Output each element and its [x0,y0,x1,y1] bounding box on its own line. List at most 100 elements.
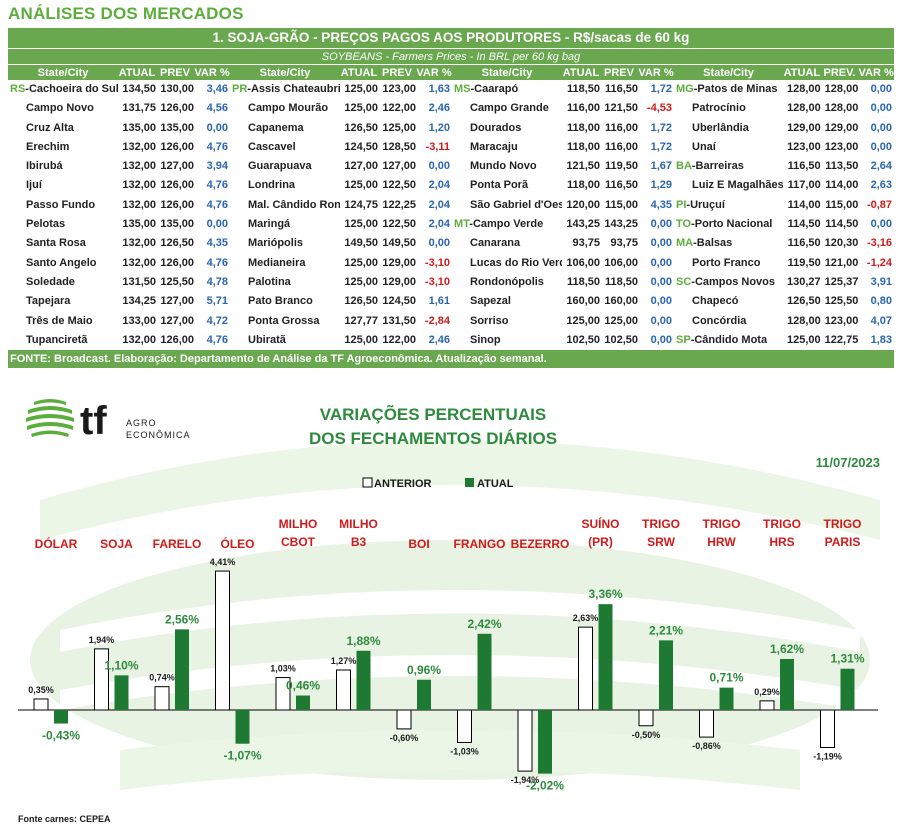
atual-price-cell: 102,50 [566,333,600,346]
city-cell: Mariópolis [230,234,340,253]
prev-price-cell: 115,00 [604,198,638,211]
data-label-anterior: 0,74% [149,673,175,683]
atual-price-cell: 125,00 [344,256,378,269]
variation-cell: 0,00 [206,121,228,134]
atual-price-cell: 118,00 [566,179,600,192]
city-name: Medianeira [248,256,306,269]
city-cell: Santo Angelo [8,254,118,273]
category-label-line: DÓLAR [35,536,78,551]
city-name: Tapejara [26,295,71,308]
prev-price-cell: 120,30 [824,237,859,250]
variation-cell: -3,10 [424,275,450,288]
city-cell: Sorriso [452,312,562,331]
city-name: Tupanciretã [26,333,88,346]
variation-cell: 0,00 [870,102,892,115]
table-header-group: State/City ATUAL PREV VAR % [8,65,230,80]
atual-price-cell: 125,00 [344,102,378,115]
category-label-line: HRS [769,535,794,549]
prev-price-cell: 127,00 [160,314,194,327]
data-label-anterior: 2,63% [573,613,599,623]
prev-price-cell: 116,50 [604,83,638,95]
atual-price-cell: 93,75 [572,237,600,250]
city-cell: Palotina [230,273,340,292]
prev-price-cell: 121,00 [824,256,859,269]
table-header-row: State/City ATUAL PREV VAR % State/City ATUAL P… [8,64,894,80]
atual-price-cell: 132,00 [122,140,156,153]
state-code: MA [676,237,694,250]
city-name: Cascavel [248,140,296,153]
city-cell: Luiz E Magalhães [674,176,783,195]
city-name: Capanema [248,121,304,134]
bar-anterior [154,686,170,711]
city-cell: Cascavel [230,138,340,157]
variation-cell: 0,00 [206,218,228,231]
table-header-cell: ATUAL [340,67,378,79]
variation-cell: 0,00 [870,121,892,134]
table-row: Canarana 93,75 93,75 0,00 [452,234,674,253]
variation-cell: 3,94 [206,160,228,173]
category-label-line: ÓLEO [220,536,254,551]
table-row: Porto Franco 119,50 121,00 -1,24 [674,254,894,273]
table-row: Sinop 102,50 102,50 0,00 [452,331,674,350]
table-row: Ibirubá 132,00 127,00 3,94 [8,157,230,176]
table-row: Ponta Porã 118,00 116,50 1,29 [452,176,674,195]
state-code: SP [676,333,691,346]
atual-price-cell: 127,00 [344,160,378,173]
table-header-group: State/City ATUAL PREV VAR % [230,65,452,80]
city-cell: Ponta Porã [452,176,562,195]
soy-price-table: 1. SOJA-GRÃO - PREÇOS PAGOS AOS PRODUTOR… [8,28,894,369]
table-row: Cascavel 124,50 128,50 -3,11 [230,138,452,157]
city-cell: Unaí [674,138,783,157]
atual-price-cell: 118,50 [566,275,600,288]
prev-price-cell: 128,00 [824,102,859,115]
atual-price-cell: 126,50 [787,295,821,308]
city-cell: Capanema [230,119,340,138]
bar-anterior [33,698,49,711]
variation-cell: 4,76 [206,333,228,346]
bar-atual [175,629,189,710]
data-label-atual: 0,96% [407,663,441,677]
variation-cell: 4,07 [870,314,892,327]
data-label-anterior: -0,86% [692,741,721,751]
data-label-anterior: 0,29% [754,687,780,697]
category-label-line: B3 [351,535,367,549]
prev-price-cell: 122,50 [382,179,416,192]
variation-cell: -3,11 [425,140,450,153]
category-label: TRIGO PARIS [824,517,862,549]
atual-price-cell: 117,00 [787,179,821,192]
bar-atual [417,679,431,710]
table-footer: FONTE: Broadcast. Elaboração: Departamen… [8,350,894,369]
prev-price-cell: 116,50 [604,179,638,192]
table-header-cell: State/City [37,67,89,79]
city-cell: Ijuí [8,176,118,195]
prev-price-cell: 129,00 [382,275,416,288]
city-name: Luiz E Magalhães [692,179,784,192]
table-title: 1. SOJA-GRÃO - PREÇOS PAGOS AOS PRODUTOR… [8,28,894,48]
table-row: PI-Uruçuí 114,00 115,00 -0,87 [674,196,894,215]
table-row: MT-Campo Verde 143,25 143,25 0,00 [452,215,674,234]
variation-cell: 0,00 [428,160,450,173]
data-label-atual: 0,71% [709,671,743,685]
prev-price-cell: 128,50 [382,140,416,153]
table-row: TO-Porto Nacional 114,50 114,50 0,00 [674,215,894,234]
variation-cell: 4,72 [206,314,228,327]
atual-price-cell: 126,50 [344,295,378,308]
table-row: Chapecó 126,50 125,50 0,80 [674,292,894,311]
city-name: Santo Angelo [26,256,97,269]
prev-price-cell: 135,00 [160,121,194,134]
data-label-anterior: 4,41% [210,557,236,567]
city-name: Maringá [248,218,291,231]
variation-cell: 0,00 [650,218,672,231]
atual-price-cell: 132,00 [122,237,156,250]
prev-price-cell: 125,50 [824,295,859,308]
city-cell: MS-Caarapó [452,80,562,99]
variation-cell: 2,63 [870,179,892,192]
bar-atual [356,650,371,710]
atual-price-cell: 143,25 [566,218,600,231]
city-cell: Sinop [452,331,562,350]
city-name: Lucas do Rio Verde [470,256,562,269]
table-column-group: PR-Assis Chateaubriand 125,00 123,00 1,63 Ca… [230,80,452,350]
category-label: MILHO CBOT [279,517,318,549]
bar-anterior [578,626,593,711]
bar-anterior [396,709,412,730]
